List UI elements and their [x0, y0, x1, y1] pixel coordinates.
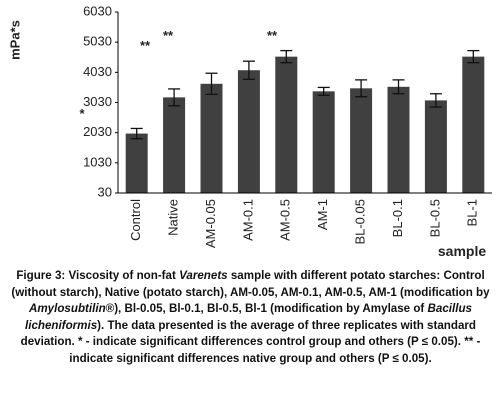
bar: [237, 70, 260, 193]
annotation: *: [79, 106, 85, 121]
y-axis-label: mPa*s: [7, 20, 22, 60]
x-tick-label: BL-1: [465, 199, 480, 226]
x-tick-label: AM-0.05: [203, 199, 218, 248]
annotation: **: [267, 28, 278, 43]
x-axis-label: sample: [438, 243, 486, 259]
x-tick-label: Control: [128, 199, 143, 241]
bar: [424, 100, 447, 193]
y-tick-label: 30: [98, 184, 112, 199]
caption: Figure 3: Viscosity of non-fat Varenets …: [6, 268, 495, 367]
x-tick-label: BL-0.5: [427, 199, 442, 237]
x-tick-label: AM-0.1: [240, 199, 255, 241]
x-tick-label: BL-0.05: [353, 199, 368, 245]
caption-text: Bacillus licheniformis: [25, 302, 472, 332]
y-tick-label: 5030: [83, 34, 112, 49]
caption-text: Figure 3: Viscosity of non-fat: [16, 269, 180, 282]
y-tick-label: 6030: [83, 3, 112, 18]
bar: [462, 56, 485, 193]
x-tick-label: BL-0.1: [390, 199, 405, 237]
bar: [312, 91, 335, 193]
bar: [350, 88, 373, 193]
annotation: **: [163, 28, 174, 43]
bar: [200, 83, 223, 193]
bar: [163, 97, 186, 193]
x-tick-label: Native: [166, 199, 181, 236]
y-tick-label: 1030: [83, 154, 112, 169]
x-tick-label: AM-0.5: [278, 199, 293, 241]
y-tick-label: 4030: [83, 64, 112, 79]
caption-text: sample with different potato starches: C…: [11, 269, 490, 299]
caption-text: ). The data presented is the average of …: [20, 318, 481, 365]
caption-text: Amylosubtilin: [29, 302, 106, 315]
caption-text: ®), Bl-0.05, Bl-0.1, Bl-0.5, Bl-1 (modif…: [105, 302, 428, 315]
y-tick-label: 3030: [83, 94, 112, 109]
y-tick-label: 2030: [83, 124, 112, 139]
bar: [275, 56, 298, 193]
chart: mPa*s sample 30 1030 2030 3030 4030 5030 6030 C…: [7, 3, 492, 259]
x-tick-label: AM-1: [315, 199, 330, 230]
annotation: **: [140, 38, 151, 53]
bar: [387, 86, 410, 193]
bar: [125, 133, 148, 193]
caption-text: Varenets: [179, 269, 228, 282]
